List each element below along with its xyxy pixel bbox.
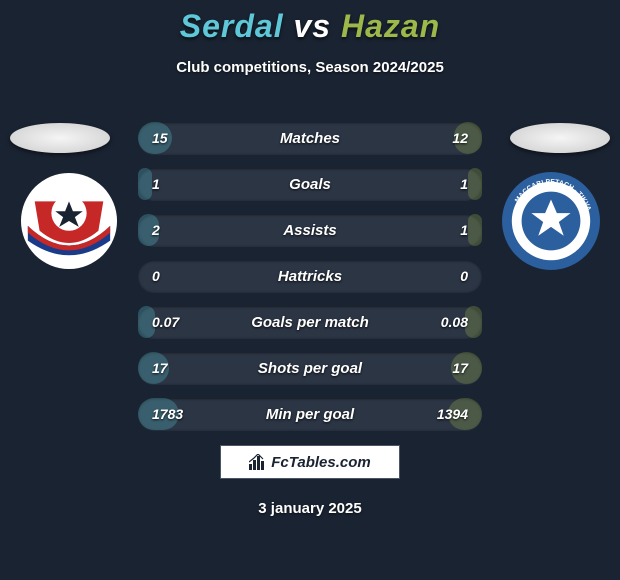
stat-row: 0.07Goals per match0.08 [138, 306, 482, 338]
stat-label: Shots per goal [138, 360, 482, 377]
stat-row: 15Matches12 [138, 122, 482, 154]
stat-row: 2Assists1 [138, 214, 482, 246]
bar-chart-icon [249, 454, 267, 470]
stat-label: Hattricks [138, 268, 482, 285]
stat-value-p2: 17 [452, 360, 468, 376]
stat-label: Goals [138, 176, 482, 193]
stat-row: 17Shots per goal17 [138, 352, 482, 384]
stat-label: Min per goal [138, 406, 482, 423]
vs-label: vs [293, 8, 331, 44]
stat-value-p2: 0.08 [441, 314, 468, 330]
stat-row: 0Hattricks0 [138, 260, 482, 292]
player2-name: Hazan [341, 8, 440, 44]
club2-badge: MACCABI PETACH - TIKVA [502, 172, 600, 270]
player1-name: Serdal [180, 8, 284, 44]
stat-label: Assists [138, 222, 482, 239]
stat-value-p2: 1 [460, 222, 468, 238]
stat-value-p2: 12 [452, 130, 468, 146]
subtitle: Club competitions, Season 2024/2025 [0, 59, 620, 76]
player1-badge-shadow [10, 123, 110, 153]
stat-value-p2: 1 [460, 176, 468, 192]
stat-label: Goals per match [138, 314, 482, 331]
stats-container: 15Matches121Goals12Assists10Hattricks00.… [138, 122, 482, 430]
brand-text: FcTables.com [271, 454, 370, 471]
brand-badge: FcTables.com [220, 445, 400, 479]
date-label: 3 january 2025 [0, 500, 620, 517]
comparison-title: Serdal vs Hazan [0, 0, 620, 45]
stat-label: Matches [138, 130, 482, 147]
stat-value-p2: 1394 [437, 406, 468, 422]
club1-badge [20, 172, 118, 270]
player2-badge-shadow [510, 123, 610, 153]
stat-row: 1783Min per goal1394 [138, 398, 482, 430]
stat-value-p2: 0 [460, 268, 468, 284]
stat-row: 1Goals1 [138, 168, 482, 200]
